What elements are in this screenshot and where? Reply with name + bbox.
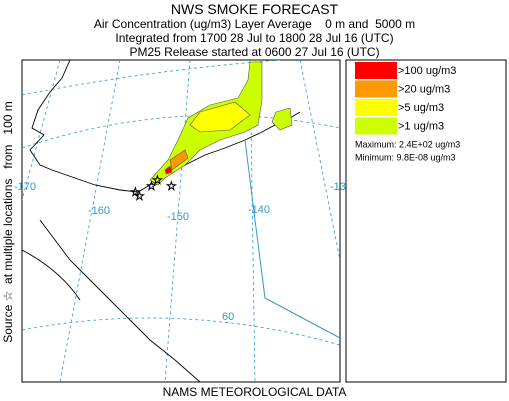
svg-text:☆: ☆	[152, 173, 163, 187]
map-label: -170	[14, 181, 36, 193]
map-label: 60	[222, 311, 234, 323]
legend-swatch	[355, 99, 397, 116]
side-label: Source ☆ at multiple locations from 100 …	[1, 101, 15, 343]
legend-label: >5 ug/m3	[398, 102, 444, 114]
border	[244, 139, 340, 339]
graticule	[22, 60, 340, 382]
map-label: -140	[248, 204, 270, 216]
subtitle: Air Concentration (ug/m3) Layer Average …	[93, 17, 416, 31]
legend-maximum: Maximum: 2.4E+02 ug/m3	[355, 139, 460, 149]
legend-label: >1 ug/m3	[398, 120, 444, 132]
legend-label: >20 ug/m3	[398, 83, 450, 95]
map-content: ☆☆ ☆☆ ☆	[22, 60, 340, 382]
legend-swatch	[355, 80, 397, 98]
legend-minimum: Minimum: 9.8E-08 ug/m3	[355, 152, 456, 162]
coastline	[22, 60, 301, 382]
subtitle: Integrated from 1700 28 Jul to 1800 28 J…	[115, 31, 394, 45]
svg-text:☆: ☆	[130, 185, 141, 199]
svg-text:☆: ☆	[166, 179, 177, 193]
legend-swatch	[355, 117, 397, 135]
subtitle: PM25 Release started at 0600 27 Jul 16 (…	[129, 45, 380, 59]
map-label: -160	[88, 205, 110, 217]
sources: ☆☆ ☆☆ ☆	[130, 173, 177, 204]
legend-swatch	[355, 62, 397, 79]
svg-text:☆: ☆	[146, 179, 157, 193]
title: NWS SMOKE FORECAST	[170, 1, 339, 17]
legend-label: >100 ug/m3	[398, 65, 456, 77]
footer: NAMS METEOROLOGICAL DATA	[162, 385, 347, 399]
svg-text:☆: ☆	[134, 189, 145, 203]
map-label: -150	[167, 211, 189, 223]
smoke-plume	[149, 61, 293, 186]
